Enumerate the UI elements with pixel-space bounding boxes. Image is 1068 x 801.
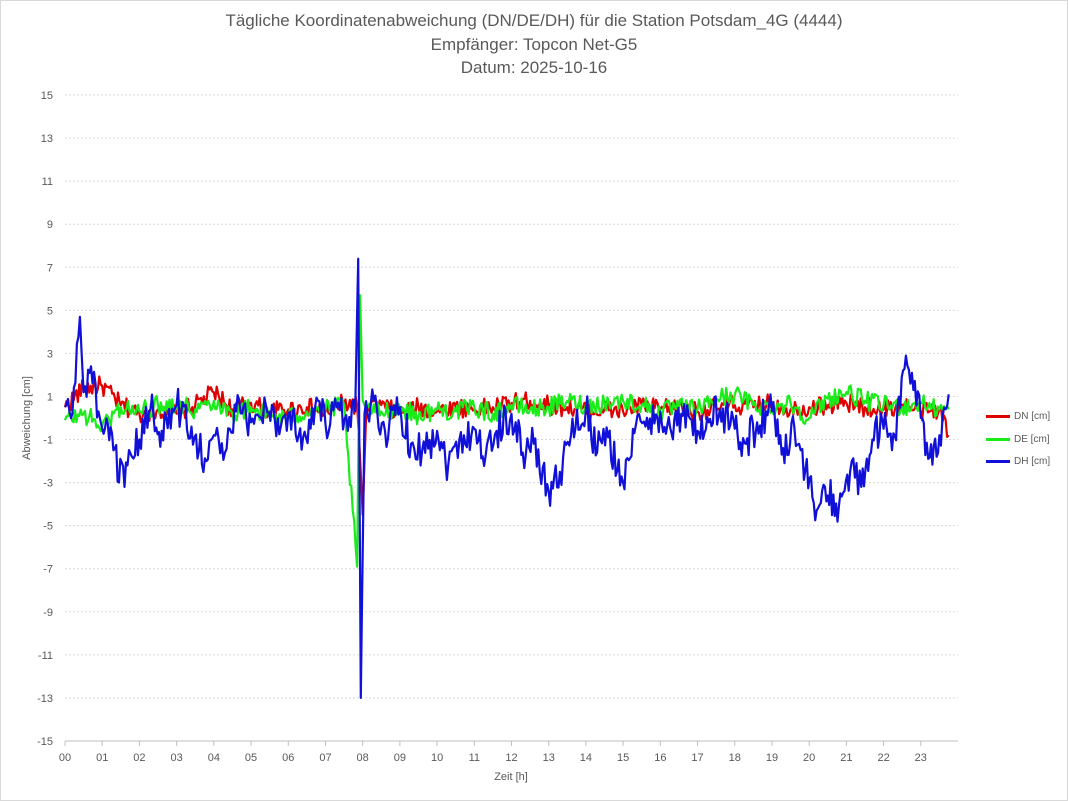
x-tick-label: 11	[469, 752, 480, 764]
y-tick-label: 7	[47, 262, 53, 274]
y-tick-label: -5	[43, 521, 53, 533]
y-tick-label: -11	[38, 650, 53, 662]
y-tick-label: -9	[43, 607, 53, 619]
y-tick-label: -13	[37, 693, 53, 705]
x-tick-label: 01	[96, 752, 108, 764]
x-tick-label: 08	[357, 752, 369, 764]
legend-label-dn: DN [cm]	[1014, 411, 1051, 422]
y-axis-label: Abweichung [cm]	[21, 376, 33, 460]
x-tick-label: 23	[915, 752, 927, 764]
x-tick-label: 07	[319, 752, 331, 764]
y-tick-label: -7	[43, 564, 53, 576]
y-tick-label: 13	[41, 133, 53, 145]
x-tick-label: 12	[505, 752, 517, 764]
x-tick-label: 09	[394, 752, 406, 764]
y-tick-label: 5	[47, 305, 53, 317]
x-tick-label: 10	[431, 752, 443, 764]
x-tick-label: 04	[208, 752, 220, 764]
y-tick-label: 1	[47, 391, 53, 403]
x-axis-label: Zeit [h]	[494, 771, 528, 783]
y-tick-label: 11	[42, 176, 53, 188]
x-tick-label: 02	[133, 752, 145, 764]
chart-title: Tägliche Koordinatenabweichung (DN/DE/DH…	[225, 11, 843, 30]
series-lines	[63, 257, 950, 699]
x-tick-label: 13	[543, 752, 555, 764]
legend-item-dh: DH [cm]	[986, 456, 1050, 467]
series-line-de	[63, 294, 950, 568]
chart-subtitle-date: Datum: 2025-10-16	[460, 58, 608, 77]
legend-label-de: DE [cm]	[1014, 434, 1050, 445]
y-axis-ticks: 15 13 11 9 7 5 3 1 -1 -3 -5 -7 -9 -11 -13 -15	[37, 90, 53, 748]
series-line-dh	[64, 257, 950, 699]
y-tick-label: -1	[43, 435, 53, 447]
x-tick-label: 18	[729, 752, 741, 764]
legend-swatch-dn	[986, 415, 1010, 418]
x-tick-label: 06	[282, 752, 294, 764]
y-tick-label: -3	[43, 478, 53, 490]
legend-item-de: DE [cm]	[986, 434, 1050, 445]
x-tick-label: 14	[580, 752, 592, 764]
x-tick-label: 20	[803, 752, 815, 764]
x-tick-label: 17	[691, 752, 703, 764]
x-tick-label: 00	[59, 752, 71, 764]
x-tick-label: 22	[877, 752, 889, 764]
chart-subtitle-receiver: Empfänger: Topcon Net-G5	[430, 35, 638, 54]
y-tick-label: -15	[37, 736, 53, 748]
x-tick-label: 05	[245, 752, 257, 764]
x-tick-label: 19	[766, 752, 778, 764]
legend-swatch-dh	[986, 460, 1010, 463]
y-tick-label: 9	[47, 219, 53, 231]
legend-item-dn: DN [cm]	[986, 411, 1050, 422]
x-tick-label: 21	[840, 752, 852, 764]
legend-swatch-de	[986, 438, 1010, 441]
grid-lines	[65, 94, 958, 742]
x-tick-label: 15	[617, 752, 629, 764]
legend-label-dh: DH [cm]	[1014, 456, 1051, 467]
y-tick-label: 15	[41, 90, 53, 102]
x-axis-ticks: 00 01 02 03 04 05 06 07 08 09 10 11 12 13 14 15 16 17 18 19…	[59, 741, 927, 764]
x-tick-label: 03	[171, 752, 183, 764]
x-tick-label: 16	[654, 752, 666, 764]
y-tick-label: 3	[47, 348, 53, 360]
